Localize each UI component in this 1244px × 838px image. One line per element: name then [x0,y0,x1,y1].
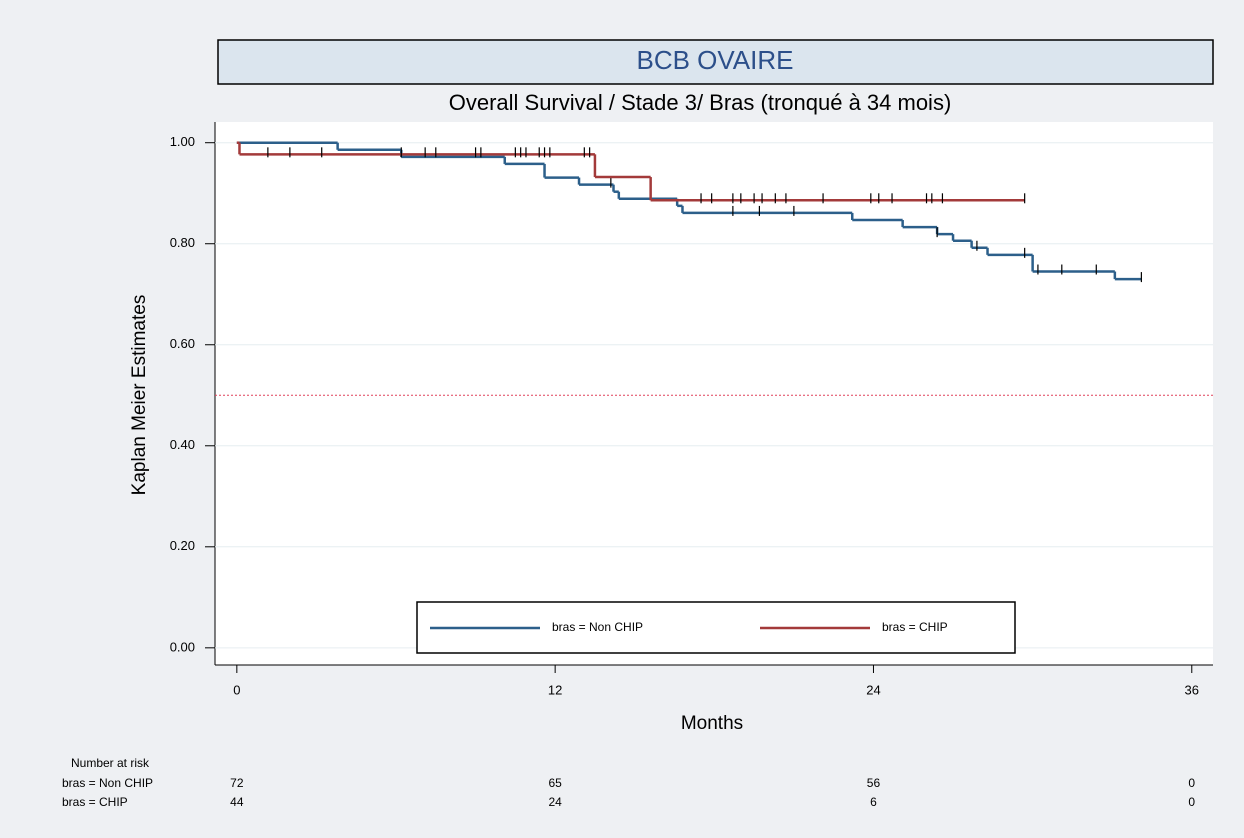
x-tick-label: 12 [548,682,562,697]
x-tick-label: 24 [866,682,880,697]
risk-value: 24 [548,795,562,809]
x-tick-label: 36 [1185,682,1199,697]
risk-value: 65 [548,776,562,790]
y-tick-label: 0.00 [170,639,195,654]
y-tick-label: 0.40 [170,437,195,452]
risk-row-label: bras = CHIP [62,795,128,809]
risk-value: 56 [867,776,881,790]
chart-title: BCB OVAIRE [636,45,793,75]
legend-label: bras = CHIP [882,620,948,634]
risk-value: 0 [1188,776,1195,790]
x-axis-label: Months [681,713,743,734]
risk-table-title: Number at risk [71,756,150,770]
x-tick-label: 0 [233,682,240,697]
title-box [217,39,1214,85]
risk-row-label: bras = Non CHIP [62,776,153,790]
chart-subtitle: Overall Survival / Stade 3/ Bras (tronqu… [449,90,952,115]
risk-value: 44 [230,795,244,809]
y-tick-label: 0.60 [170,336,195,351]
legend-label: bras = Non CHIP [552,620,643,634]
risk-value: 6 [870,795,877,809]
risk-value: 72 [230,776,244,790]
risk-value: 0 [1188,795,1195,809]
plot-area [215,122,1213,665]
y-tick-label: 1.00 [170,134,195,149]
y-tick-label: 0.80 [170,235,195,250]
y-axis-label: Kaplan Meier Estimates [129,295,150,496]
y-tick-label: 0.20 [170,538,195,553]
